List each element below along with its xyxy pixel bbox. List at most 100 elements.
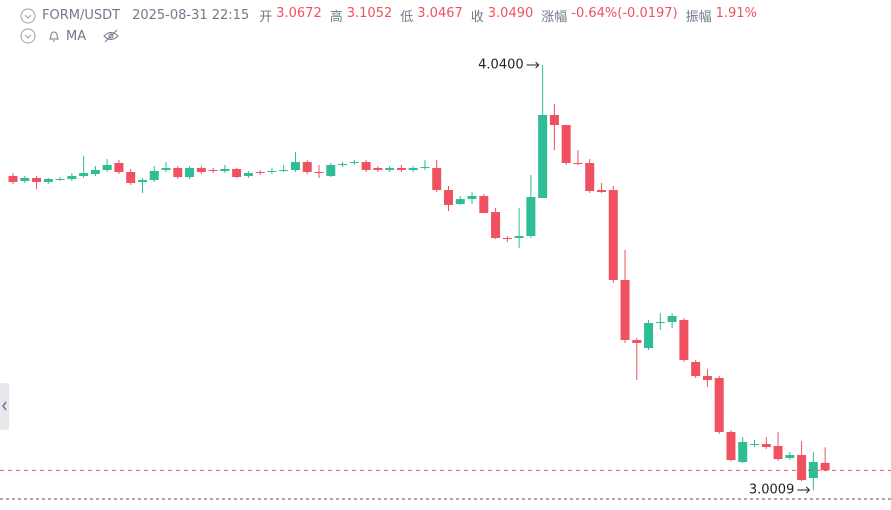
collapse-icon[interactable] bbox=[20, 8, 36, 24]
candle-body bbox=[114, 162, 124, 172]
candle-body bbox=[620, 280, 630, 341]
candle-body bbox=[538, 115, 548, 199]
candle-body bbox=[208, 170, 218, 172]
candle-body bbox=[302, 162, 312, 172]
candle-body bbox=[491, 211, 501, 239]
candle-body bbox=[738, 442, 748, 463]
candle-body bbox=[726, 432, 736, 461]
candle-body bbox=[290, 162, 300, 171]
field-label: 涨幅 bbox=[541, 10, 568, 25]
candle-body bbox=[420, 167, 430, 169]
candle-body bbox=[79, 173, 89, 176]
candle-body bbox=[220, 169, 230, 172]
candle-body bbox=[597, 190, 606, 192]
candle-body bbox=[55, 179, 65, 181]
candle-body bbox=[797, 455, 807, 481]
candle-body bbox=[702, 376, 712, 381]
candle-body bbox=[691, 362, 701, 377]
field-label: 收 bbox=[470, 10, 484, 25]
max-arrow bbox=[526, 61, 540, 69]
field-value: 1.91% bbox=[715, 6, 757, 21]
candle-body bbox=[455, 199, 465, 205]
candle-body bbox=[655, 322, 665, 324]
field-label: 高 bbox=[329, 10, 343, 25]
field-label: 开 bbox=[259, 10, 273, 25]
field-value: 3.0467 bbox=[417, 6, 463, 21]
candle-body bbox=[32, 178, 42, 183]
candle-body bbox=[573, 162, 583, 165]
candle-body bbox=[585, 162, 595, 192]
ohlc-fields: 开 3.0672 高 3.1052 低 3.0467 收 3.0490 涨幅 -0.64%(-0.… bbox=[259, 6, 761, 25]
candle-body bbox=[149, 171, 159, 181]
candle-body bbox=[161, 168, 171, 171]
candle-body bbox=[750, 444, 760, 446]
hide-icon[interactable] bbox=[102, 28, 120, 44]
candle-body bbox=[43, 179, 53, 183]
candle-body bbox=[196, 168, 206, 172]
collapse-icon[interactable] bbox=[20, 28, 36, 44]
candle-body bbox=[338, 164, 348, 166]
candle-body bbox=[267, 171, 277, 173]
indicator-row: MA bbox=[20, 28, 120, 44]
max-label: 4.0400 bbox=[478, 57, 524, 72]
min-label: 3.0009 bbox=[749, 482, 795, 497]
candle-body bbox=[467, 195, 477, 200]
header: FORM/USDT 2025-08-31 22:15 开 3.0672 高 3.105… bbox=[20, 6, 761, 25]
field-label: 低 bbox=[400, 10, 414, 25]
candle-body bbox=[785, 455, 795, 459]
candle-body bbox=[396, 168, 406, 171]
candle-body bbox=[67, 175, 77, 180]
candle-body bbox=[773, 446, 783, 460]
candle-body bbox=[361, 162, 371, 171]
candle-body bbox=[479, 195, 489, 214]
candle-body bbox=[443, 190, 453, 205]
candle-body bbox=[432, 168, 442, 191]
field-value: -0.64%(-0.0197) bbox=[571, 6, 678, 21]
candle-body bbox=[502, 238, 512, 240]
candle-body bbox=[514, 236, 524, 239]
candle-body bbox=[232, 169, 242, 178]
field-label: 振幅 bbox=[685, 10, 712, 25]
candle-body bbox=[549, 115, 559, 125]
field-value: 3.0672 bbox=[276, 6, 322, 21]
candle-body bbox=[385, 168, 395, 171]
candle-body bbox=[8, 175, 18, 183]
candle-body bbox=[326, 164, 336, 176]
candle-body bbox=[255, 171, 265, 174]
candle-body bbox=[90, 170, 100, 174]
candle-body bbox=[243, 173, 253, 176]
side-tab[interactable] bbox=[0, 383, 9, 430]
field-value: 3.1052 bbox=[346, 6, 393, 21]
candle-body bbox=[314, 171, 324, 174]
candle-body bbox=[20, 178, 30, 181]
candle-body bbox=[279, 170, 289, 172]
candle-body bbox=[173, 168, 183, 178]
candle-body bbox=[679, 320, 689, 361]
candle-body bbox=[137, 180, 147, 183]
time: 2025-08-31 22:15 bbox=[132, 8, 250, 23]
symbol: FORM/USDT bbox=[42, 8, 121, 23]
field-value: 3.0490 bbox=[487, 6, 534, 21]
candle-body bbox=[632, 340, 642, 343]
candle-body bbox=[644, 322, 654, 349]
indicator-name[interactable]: MA bbox=[66, 28, 87, 44]
candle-body bbox=[373, 168, 383, 171]
candle-body bbox=[714, 378, 724, 433]
min-arrow bbox=[797, 486, 811, 494]
candle-body bbox=[102, 164, 112, 171]
candle-body bbox=[808, 462, 818, 479]
side-tab-arrow bbox=[2, 401, 7, 411]
alert-icon[interactable] bbox=[46, 28, 62, 44]
candle-body bbox=[667, 316, 677, 323]
candle-body bbox=[126, 171, 136, 183]
candle-body bbox=[408, 168, 418, 171]
candle-body bbox=[561, 124, 571, 163]
candle-body bbox=[608, 190, 618, 281]
candle-body bbox=[349, 162, 359, 164]
candle-body bbox=[820, 462, 830, 471]
candle-body bbox=[761, 444, 771, 448]
candle-body bbox=[185, 168, 195, 178]
candle-body bbox=[526, 197, 536, 237]
